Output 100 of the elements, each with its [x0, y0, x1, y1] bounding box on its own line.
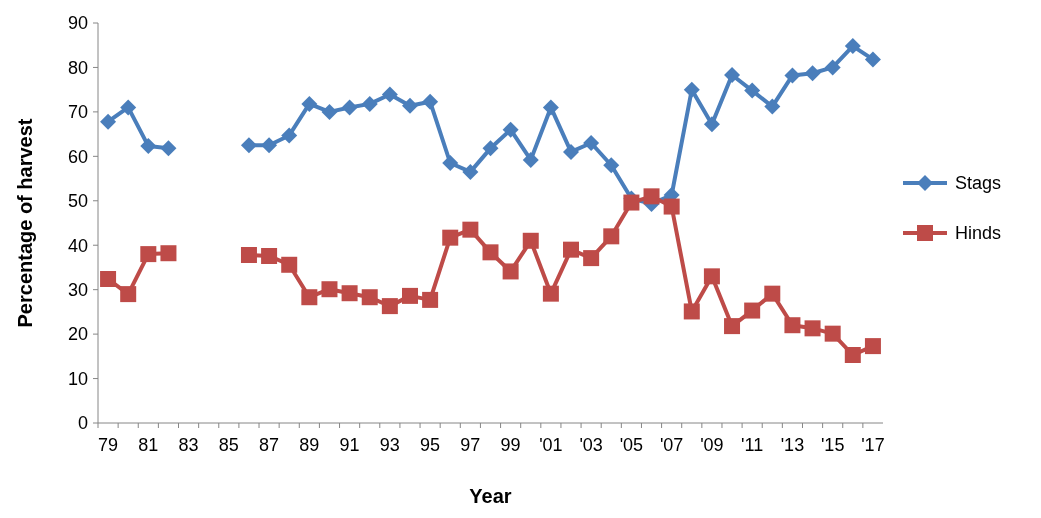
point	[844, 38, 861, 55]
point	[583, 135, 600, 151]
point	[643, 188, 660, 205]
point	[824, 59, 841, 76]
x-tick-label: '17	[861, 435, 885, 455]
point	[563, 241, 580, 258]
y-tick-label: 30	[67, 279, 88, 300]
point	[160, 245, 177, 262]
point	[603, 157, 620, 174]
y-tick-label: 70	[67, 102, 88, 123]
point	[844, 347, 861, 363]
point	[724, 67, 741, 83]
x-tick-label: '15	[820, 435, 845, 455]
x-tick-label: '05	[619, 435, 644, 455]
point	[764, 285, 781, 302]
y-tick-label: 20	[67, 324, 88, 345]
point	[361, 95, 378, 112]
y-axis-title: Percentage of harvest	[14, 118, 36, 328]
point	[462, 221, 479, 238]
point	[603, 228, 620, 245]
point	[784, 317, 801, 334]
x-tick-label: 93	[379, 435, 400, 455]
point	[683, 81, 700, 98]
point	[542, 99, 559, 116]
point	[100, 271, 117, 287]
point	[120, 99, 137, 116]
x-axis-title: Year	[469, 485, 512, 507]
y-tick-label: 40	[67, 235, 88, 256]
legend-label: Hinds	[955, 223, 1002, 244]
point	[401, 287, 418, 304]
point	[341, 99, 358, 116]
point	[744, 82, 761, 99]
point	[261, 247, 278, 264]
x-tick-label: 85	[218, 435, 239, 455]
x-tick-label: '01	[539, 435, 563, 455]
point	[744, 302, 761, 319]
point	[482, 244, 499, 261]
point	[442, 155, 459, 171]
x-tick-label: 97	[460, 435, 481, 455]
point	[261, 137, 278, 154]
x-tick-label: 83	[178, 435, 199, 455]
y-tick-label: 10	[67, 368, 88, 389]
point	[462, 163, 479, 180]
x-tick-label: 79	[98, 435, 119, 455]
point	[522, 232, 539, 249]
point	[160, 140, 177, 157]
point	[442, 229, 459, 246]
point	[703, 116, 720, 133]
point	[120, 286, 137, 303]
point	[281, 127, 298, 144]
point	[804, 65, 821, 82]
y-tick-label: 60	[67, 146, 88, 167]
point	[764, 98, 781, 115]
point	[281, 256, 298, 273]
point	[240, 247, 257, 263]
y-tick-label: 50	[67, 191, 88, 212]
point	[864, 51, 881, 68]
point	[301, 95, 318, 112]
point	[422, 291, 439, 308]
point	[140, 138, 157, 155]
point	[422, 93, 439, 110]
y-tick-label: 80	[67, 57, 88, 78]
point	[542, 285, 559, 302]
legend-label: Stags	[955, 173, 1002, 194]
y-tick-label: 0	[77, 413, 88, 434]
point	[482, 140, 499, 157]
point	[663, 198, 680, 215]
point	[703, 268, 720, 285]
x-tick-label: 91	[339, 435, 360, 455]
point	[140, 246, 157, 263]
point	[522, 151, 539, 168]
x-tick-label: 87	[259, 435, 280, 455]
point	[401, 97, 418, 114]
point	[381, 86, 398, 103]
x-tick-label: '13	[780, 435, 805, 455]
point	[502, 263, 519, 280]
x-tick-label: 89	[299, 435, 320, 455]
point	[563, 143, 580, 160]
point	[361, 289, 378, 306]
point	[100, 113, 117, 130]
point	[724, 318, 741, 335]
point	[321, 281, 338, 298]
point	[784, 67, 801, 84]
point	[864, 338, 881, 355]
point	[381, 298, 398, 315]
x-tick-label: 99	[500, 435, 521, 455]
point	[502, 121, 519, 138]
point	[623, 194, 640, 211]
point	[824, 325, 841, 342]
point	[240, 137, 257, 154]
point	[804, 320, 821, 337]
point	[583, 250, 600, 267]
point	[341, 285, 358, 302]
x-tick-label: '03	[579, 435, 603, 455]
x-tick-label: '11	[741, 435, 764, 455]
point	[301, 289, 318, 306]
x-tick-label: '07	[659, 435, 684, 455]
x-tick-label: 81	[138, 435, 159, 455]
y-tick-label: 90	[67, 13, 88, 34]
point	[683, 303, 700, 320]
